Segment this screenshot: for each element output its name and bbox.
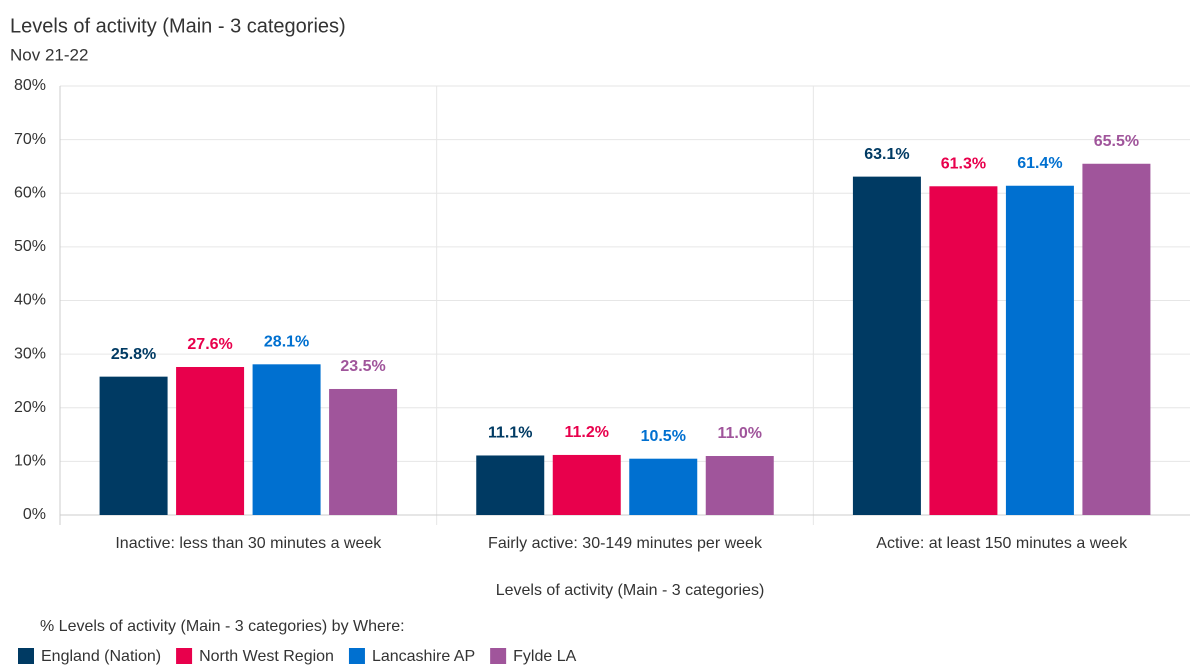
bar [629,458,698,515]
y-tick-label: 10% [14,453,46,470]
y-tick-label: 0% [23,506,46,523]
data-label: 65.5% [1094,133,1139,150]
data-label: 11.2% [565,424,609,441]
data-label: 23.5% [340,358,385,375]
legend-swatch [18,648,34,664]
y-tick-label: 60% [14,184,46,201]
data-label: 11.0% [718,425,762,442]
bar [99,376,168,515]
x-axis-title: Levels of activity (Main - 3 categories) [496,582,765,599]
data-label: 28.1% [264,334,309,351]
bar [929,186,998,515]
y-tick-label: 70% [14,131,46,148]
legend-label: Lancashire AP [372,648,475,665]
y-tick-label: 80% [14,77,46,94]
data-label: 25.8% [111,346,156,363]
data-label: 63.1% [864,146,909,163]
x-tick-label: Fairly active: 30-149 minutes per week [488,535,763,552]
legend-swatch [176,648,193,664]
bar [476,455,545,515]
chart-title: Levels of activity (Main - 3 categories) [10,15,346,37]
y-tick-label: 30% [14,345,46,362]
legend-label: England (Nation) [41,648,161,665]
x-tick-label: Inactive: less than 30 minutes a week [115,535,382,552]
y-tick-label: 40% [14,292,46,309]
x-tick-label: Active: at least 150 minutes a week [876,535,1128,552]
bar [852,176,921,515]
bar [552,454,621,515]
bar [329,388,398,515]
bar [252,364,321,515]
legend-swatch [348,648,365,664]
y-tick-label: 20% [14,399,46,416]
bar [176,366,245,515]
data-label: 10.5% [641,428,686,445]
data-label: 61.3% [941,155,986,172]
data-label: 61.4% [1017,155,1062,172]
legend-label: North West Region [199,648,334,665]
data-label: 11.1% [488,425,532,442]
bar [1082,163,1151,515]
bar [1005,185,1074,515]
y-tick-label: 50% [14,238,46,255]
data-label: 27.6% [187,336,232,353]
legend-swatch [490,648,507,664]
legend-label: Fylde LA [513,648,576,665]
chart-subtitle: Nov 21-22 [10,45,88,64]
legend-title: % Levels of activity (Main - 3 categorie… [40,618,405,635]
bar [705,456,774,515]
